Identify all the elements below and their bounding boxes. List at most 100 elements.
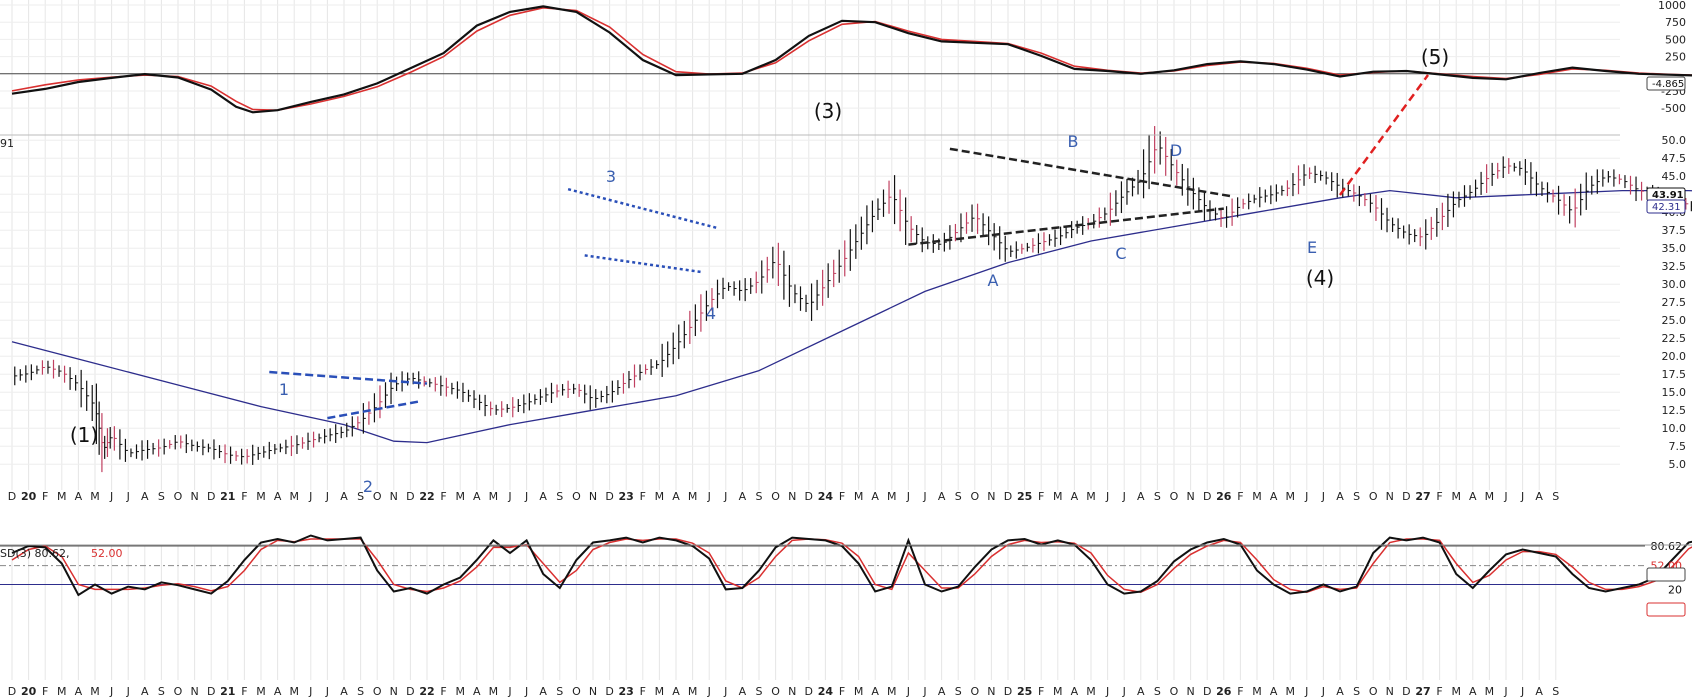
price-x-tick-label: J — [922, 490, 926, 503]
stochastic-x-tick-label: M — [854, 685, 864, 698]
stochastic-x-tick-label: J — [723, 685, 727, 698]
price-x-tick-label: J — [906, 490, 910, 503]
price-x-tick-label: A — [539, 490, 547, 503]
oscillator-y-tick-label: 1000 — [1658, 0, 1686, 12]
indicator-layer — [11, 5, 1692, 597]
stochastic-x-tick-label: A — [938, 685, 946, 698]
stochastic-x-tick-label: A — [1469, 685, 1477, 698]
price-x-tick-label: J — [1321, 490, 1325, 503]
stochastic-x-tick-label: S — [556, 685, 563, 698]
stochastic-x-tick-label: D — [8, 685, 16, 698]
price-x-tick-label: D — [207, 490, 215, 503]
price-y-tick-label: 30.0 — [1662, 278, 1687, 291]
stochastic-label-prefix: SD(3) 80.62, — [0, 547, 70, 560]
stochastic-x-tick-label: F — [440, 685, 446, 698]
price-x-tick-label: O — [1369, 490, 1378, 503]
wave-2-upper-trendline — [269, 370, 428, 385]
stochastic-x-tick-label: M — [256, 685, 266, 698]
price-y-tick-label: 22.5 — [1662, 332, 1687, 345]
stochastic-x-tick-label: J — [707, 685, 711, 698]
wave-5-projection-line — [1338, 74, 1430, 196]
price-x-tick-label: N — [390, 490, 398, 503]
price-x-tick-label: D — [1402, 490, 1410, 503]
price-x-tick-label: M — [688, 490, 698, 503]
stochastic-x-tick-label: M — [1451, 685, 1461, 698]
price-x-tick-label: A — [1336, 490, 1344, 503]
stochastic-k-line — [11, 534, 1692, 597]
stochastic-x-tick-label: J — [325, 685, 329, 698]
stochastic-x-tick-label: O — [572, 685, 581, 698]
stochastic-x-tick-label: M — [1285, 685, 1295, 698]
price-x-tick-label: N — [987, 490, 995, 503]
price-x-tick-label: D — [605, 490, 613, 503]
price-y-tick-label: 45.0 — [1662, 170, 1687, 183]
wave-label-blue: E — [1307, 238, 1317, 257]
price-x-tick-label: D — [1203, 490, 1211, 503]
stochastic-x-tick-label: 27 — [1415, 685, 1430, 698]
stochastic-x-tick-label: 25 — [1017, 685, 1032, 698]
price-x-tick-label: F — [640, 490, 646, 503]
stochastic-label-signal: 52.00 — [91, 547, 123, 560]
wave-label-blue: 3 — [606, 167, 616, 186]
stochastic-x-tick-label: A — [141, 685, 149, 698]
stochastic-x-tick-label: 24 — [818, 685, 834, 698]
stochastic-x-tick-label: J — [1105, 685, 1109, 698]
stochastic-x-tick-label: 22 — [419, 685, 434, 698]
price-x-tick-label: M — [1252, 490, 1262, 503]
stochastic-x-tick-label: A — [739, 685, 747, 698]
price-x-tick-label: 20 — [21, 490, 37, 503]
price-x-tick-label: S — [158, 490, 165, 503]
stochastic-x-tick-label: J — [507, 685, 511, 698]
stochastic-x-tick-label: O — [174, 685, 183, 698]
price-x-tick-label: M — [655, 490, 665, 503]
price-x-tick-label: 26 — [1216, 490, 1232, 503]
stochastic-x-tick-label: J — [1321, 685, 1325, 698]
stochastic-x-tick-label: N — [1386, 685, 1394, 698]
series-layer — [11, 126, 1692, 473]
oscillator-y-tick-label: 750 — [1665, 16, 1686, 29]
price-x-tick-label: N — [1386, 490, 1394, 503]
trendline-layer — [269, 74, 1430, 420]
price-x-tick-label: J — [325, 490, 329, 503]
price-x-tick-label: F — [42, 490, 48, 503]
price-x-tick-label: A — [672, 490, 680, 503]
price-x-tick-label: M — [887, 490, 897, 503]
stochastic-x-tick-label: M — [90, 685, 100, 698]
price-x-tick-label: 21 — [220, 490, 235, 503]
moving-average-text: 42.31 — [1652, 202, 1681, 213]
price-y-tick-label: 27.5 — [1662, 296, 1687, 309]
grid-layer — [0, 0, 1645, 680]
price-x-tick-label: M — [1485, 490, 1495, 503]
stochastic-x-tick-label: M — [455, 685, 465, 698]
price-x-tick-label: J — [1122, 490, 1126, 503]
price-x-tick-label: J — [109, 490, 113, 503]
price-y-tick-label: 25.0 — [1662, 314, 1687, 327]
price-x-tick-label: F — [1237, 490, 1243, 503]
price-x-tick-label: S — [556, 490, 563, 503]
stochastic-x-tick-label: A — [1071, 685, 1079, 698]
price-x-tick-label: J — [1503, 490, 1507, 503]
price-panel-edge-label: 91 — [0, 137, 14, 150]
stochastic-x-tick-label: A — [473, 685, 481, 698]
wave-label-black: (1) — [70, 423, 98, 447]
stochastic-x-tick-label: M — [57, 685, 67, 698]
stochastic-x-tick-label: S — [357, 685, 364, 698]
price-y-tick-label: 35.0 — [1662, 242, 1687, 255]
stochastic-x-tick-label: O — [771, 685, 780, 698]
price-x-tick-label: N — [589, 490, 597, 503]
price-y-tick-label: 12.5 — [1662, 404, 1687, 417]
price-x-tick-label: A — [473, 490, 481, 503]
price-x-tick-label: D — [805, 490, 813, 503]
stochastic-x-tick-label: N — [390, 685, 398, 698]
stochastic-x-tick-label: M — [655, 685, 665, 698]
stochastic-x-tick-label: N — [1186, 685, 1194, 698]
wave-4-lower-trendline — [584, 254, 702, 274]
stochastic-x-tick-label: F — [640, 685, 646, 698]
stochastic-x-tick-label: F — [241, 685, 247, 698]
axis-layer: DD2020FFMMAAMMJJJJAASSOONNDD2121FFMMAAMM… — [8, 0, 1686, 698]
stochastic-x-tick-label: D — [805, 685, 813, 698]
stochastic-x-tick-label: O — [1369, 685, 1378, 698]
wave-label-blue: C — [1115, 244, 1126, 263]
stochastic-x-tick-label: S — [158, 685, 165, 698]
stochastic-x-tick-label: M — [688, 685, 698, 698]
